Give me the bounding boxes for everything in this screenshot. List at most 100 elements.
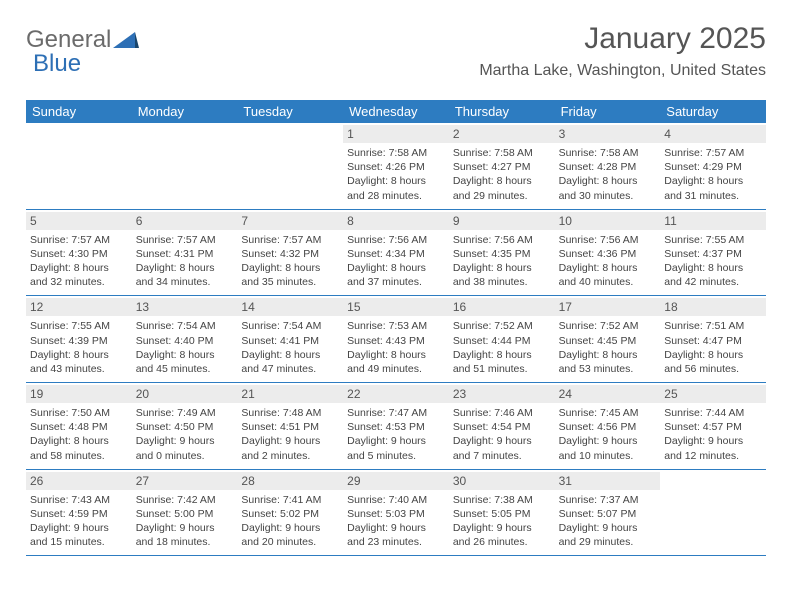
- calendar-week: 19 Sunrise: 7:50 AMSunset: 4:48 PMDayligh…: [26, 383, 766, 470]
- page-title: January 2025: [479, 22, 766, 56]
- day-info: Sunrise: 7:57 AMSunset: 4:31 PMDaylight:…: [136, 233, 234, 290]
- calendar-cell: 23Sunrise: 7:46 AMSunset: 4:54 PMDayligh…: [449, 383, 555, 469]
- day-info: Sunrise: 7:57 AMSunset: 4:32 PMDaylight:…: [241, 233, 339, 290]
- day-number: 10: [555, 212, 661, 230]
- calendar-cell: 14 Sunrise: 7:54 AMSunset: 4:41 PMDayligh…: [237, 296, 343, 382]
- day-header: Tuesday: [237, 100, 343, 123]
- day-number: 14: [237, 298, 343, 316]
- calendar-body: ...1Sunrise: 7:58 AMSunset: 4:26 PMDayli…: [26, 123, 766, 556]
- calendar-cell: 3 Sunrise: 7:58 AMSunset: 4:28 PMDaylight…: [555, 123, 661, 209]
- calendar-cell: 6Sunrise: 7:57 AMSunset: 4:31 PMDaylight…: [132, 210, 238, 296]
- calendar-cell: 8Sunrise: 7:56 AMSunset: 4:34 PMDaylight…: [343, 210, 449, 296]
- calendar-cell: .: [26, 123, 132, 209]
- calendar-week: 5 Sunrise: 7:57 AMSunset: 4:30 PMDaylight…: [26, 210, 766, 297]
- day-info: Sunrise: 7:52 AMSunset: 4:45 PMDaylight:…: [559, 319, 657, 376]
- calendar-cell: 1 Sunrise: 7:58 AMSunset: 4:26 PMDaylight…: [343, 123, 449, 209]
- day-info: Sunrise: 7:55 AMSunset: 4:37 PMDaylight:…: [664, 233, 762, 290]
- day-number: 27: [132, 472, 238, 490]
- day-info: Sunrise: 7:58 AMSunset: 4:26 PMDaylight:…: [347, 146, 445, 203]
- day-info: Sunrise: 7:58 AMSunset: 4:27 PMDaylight:…: [453, 146, 551, 203]
- day-info: Sunrise: 7:58 AMSunset: 4:28 PMDaylight:…: [559, 146, 657, 203]
- calendar: SundayMondayTuesdayWednesdayThursdayFrid…: [26, 100, 766, 556]
- day-number: 11: [660, 212, 766, 230]
- calendar-cell: .: [132, 123, 238, 209]
- day-info: Sunrise: 7:53 AMSunset: 4:43 PMDaylight:…: [347, 319, 445, 376]
- day-header: Wednesday: [343, 100, 449, 123]
- day-info: Sunrise: 7:56 AMSunset: 4:35 PMDaylight:…: [453, 233, 551, 290]
- day-number: 23: [449, 385, 555, 403]
- calendar-cell: 5 Sunrise: 7:57 AMSunset: 4:30 PMDaylight…: [26, 210, 132, 296]
- calendar-cell: 31 Sunrise: 7:37 AMSunset: 5:07 PMDayligh…: [555, 470, 661, 556]
- calendar-cell: 25 Sunrise: 7:44 AMSunset: 4:57 PMDayligh…: [660, 383, 766, 469]
- day-info: Sunrise: 7:50 AMSunset: 4:48 PMDaylight:…: [30, 406, 128, 463]
- calendar-cell: 16 Sunrise: 7:52 AMSunset: 4:44 PMDayligh…: [449, 296, 555, 382]
- day-info: Sunrise: 7:41 AMSunset: 5:02 PMDaylight:…: [241, 493, 339, 550]
- day-info: Sunrise: 7:38 AMSunset: 5:05 PMDaylight:…: [453, 493, 551, 550]
- day-number: 3: [555, 125, 661, 143]
- calendar-cell: 30 Sunrise: 7:38 AMSunset: 5:05 PMDayligh…: [449, 470, 555, 556]
- day-number: 31: [555, 472, 661, 490]
- day-info: Sunrise: 7:49 AMSunset: 4:50 PMDaylight:…: [136, 406, 234, 463]
- calendar-cell: 11 Sunrise: 7:55 AMSunset: 4:37 PMDayligh…: [660, 210, 766, 296]
- day-info: Sunrise: 7:43 AMSunset: 4:59 PMDaylight:…: [30, 493, 128, 550]
- calendar-cell: 10 Sunrise: 7:56 AMSunset: 4:36 PMDayligh…: [555, 210, 661, 296]
- calendar-cell: 20 Sunrise: 7:49 AMSunset: 4:50 PMDayligh…: [132, 383, 238, 469]
- day-number: 25: [660, 385, 766, 403]
- day-info: Sunrise: 7:57 AMSunset: 4:30 PMDaylight:…: [30, 233, 128, 290]
- calendar-cell: 27 Sunrise: 7:42 AMSunset: 5:00 PMDayligh…: [132, 470, 238, 556]
- day-info: Sunrise: 7:42 AMSunset: 5:00 PMDaylight:…: [136, 493, 234, 550]
- day-number: 21: [237, 385, 343, 403]
- day-number: 16: [449, 298, 555, 316]
- calendar-cell: 15 Sunrise: 7:53 AMSunset: 4:43 PMDayligh…: [343, 296, 449, 382]
- calendar-cell: 9 Sunrise: 7:56 AMSunset: 4:35 PMDaylight…: [449, 210, 555, 296]
- calendar-cell: .: [237, 123, 343, 209]
- calendar-cell: 21Sunrise: 7:48 AMSunset: 4:51 PMDayligh…: [237, 383, 343, 469]
- day-number: 30: [449, 472, 555, 490]
- calendar-cell: 28Sunrise: 7:41 AMSunset: 5:02 PMDayligh…: [237, 470, 343, 556]
- day-number: 7: [237, 212, 343, 230]
- calendar-week: 26 Sunrise: 7:43 AMSunset: 4:59 PMDayligh…: [26, 470, 766, 557]
- calendar-cell: 19 Sunrise: 7:50 AMSunset: 4:48 PMDayligh…: [26, 383, 132, 469]
- day-info: Sunrise: 7:56 AMSunset: 4:36 PMDaylight:…: [559, 233, 657, 290]
- day-info: Sunrise: 7:52 AMSunset: 4:44 PMDaylight:…: [453, 319, 551, 376]
- day-number: 5: [26, 212, 132, 230]
- calendar-cell: 2 Sunrise: 7:58 AMSunset: 4:27 PMDaylight…: [449, 123, 555, 209]
- day-info: Sunrise: 7:44 AMSunset: 4:57 PMDaylight:…: [664, 406, 762, 463]
- day-number: 20: [132, 385, 238, 403]
- calendar-cell: 12 Sunrise: 7:55 AMSunset: 4:39 PMDayligh…: [26, 296, 132, 382]
- brand-triangle-icon: [113, 30, 139, 50]
- day-number: 9: [449, 212, 555, 230]
- day-info: Sunrise: 7:54 AMSunset: 4:40 PMDaylight:…: [136, 319, 234, 376]
- calendar-cell: 29 Sunrise: 7:40 AMSunset: 5:03 PMDayligh…: [343, 470, 449, 556]
- day-number: 19: [26, 385, 132, 403]
- day-number: 2: [449, 125, 555, 143]
- day-header: Monday: [132, 100, 238, 123]
- calendar-cell: 7 Sunrise: 7:57 AMSunset: 4:32 PMDaylight…: [237, 210, 343, 296]
- day-number: 4: [660, 125, 766, 143]
- day-number: 17: [555, 298, 661, 316]
- day-info: Sunrise: 7:40 AMSunset: 5:03 PMDaylight:…: [347, 493, 445, 550]
- day-number: 13: [132, 298, 238, 316]
- calendar-cell: .: [660, 470, 766, 556]
- day-number: 26: [26, 472, 132, 490]
- day-number: 12: [26, 298, 132, 316]
- calendar-cell: 26 Sunrise: 7:43 AMSunset: 4:59 PMDayligh…: [26, 470, 132, 556]
- day-header: Friday: [555, 100, 661, 123]
- day-info: Sunrise: 7:45 AMSunset: 4:56 PMDaylight:…: [559, 406, 657, 463]
- calendar-week: ...1Sunrise: 7:58 AMSunset: 4:26 PMDayli…: [26, 123, 766, 210]
- calendar-week: 12 Sunrise: 7:55 AMSunset: 4:39 PMDayligh…: [26, 296, 766, 383]
- day-number: 24: [555, 385, 661, 403]
- calendar-cell: 17 Sunrise: 7:52 AMSunset: 4:45 PMDayligh…: [555, 296, 661, 382]
- day-number: 29: [343, 472, 449, 490]
- calendar-cell: 22Sunrise: 7:47 AMSunset: 4:53 PMDayligh…: [343, 383, 449, 469]
- day-info: Sunrise: 7:54 AMSunset: 4:41 PMDaylight:…: [241, 319, 339, 376]
- calendar-header-row: SundayMondayTuesdayWednesdayThursdayFrid…: [26, 100, 766, 123]
- brand-part2: Blue: [33, 50, 81, 78]
- day-number: 1: [343, 125, 449, 143]
- day-info: Sunrise: 7:37 AMSunset: 5:07 PMDaylight:…: [559, 493, 657, 550]
- calendar-cell: 4 Sunrise: 7:57 AMSunset: 4:29 PMDaylight…: [660, 123, 766, 209]
- day-info: Sunrise: 7:57 AMSunset: 4:29 PMDaylight:…: [664, 146, 762, 203]
- day-info: Sunrise: 7:55 AMSunset: 4:39 PMDaylight:…: [30, 319, 128, 376]
- day-number: 8: [343, 212, 449, 230]
- day-number: 15: [343, 298, 449, 316]
